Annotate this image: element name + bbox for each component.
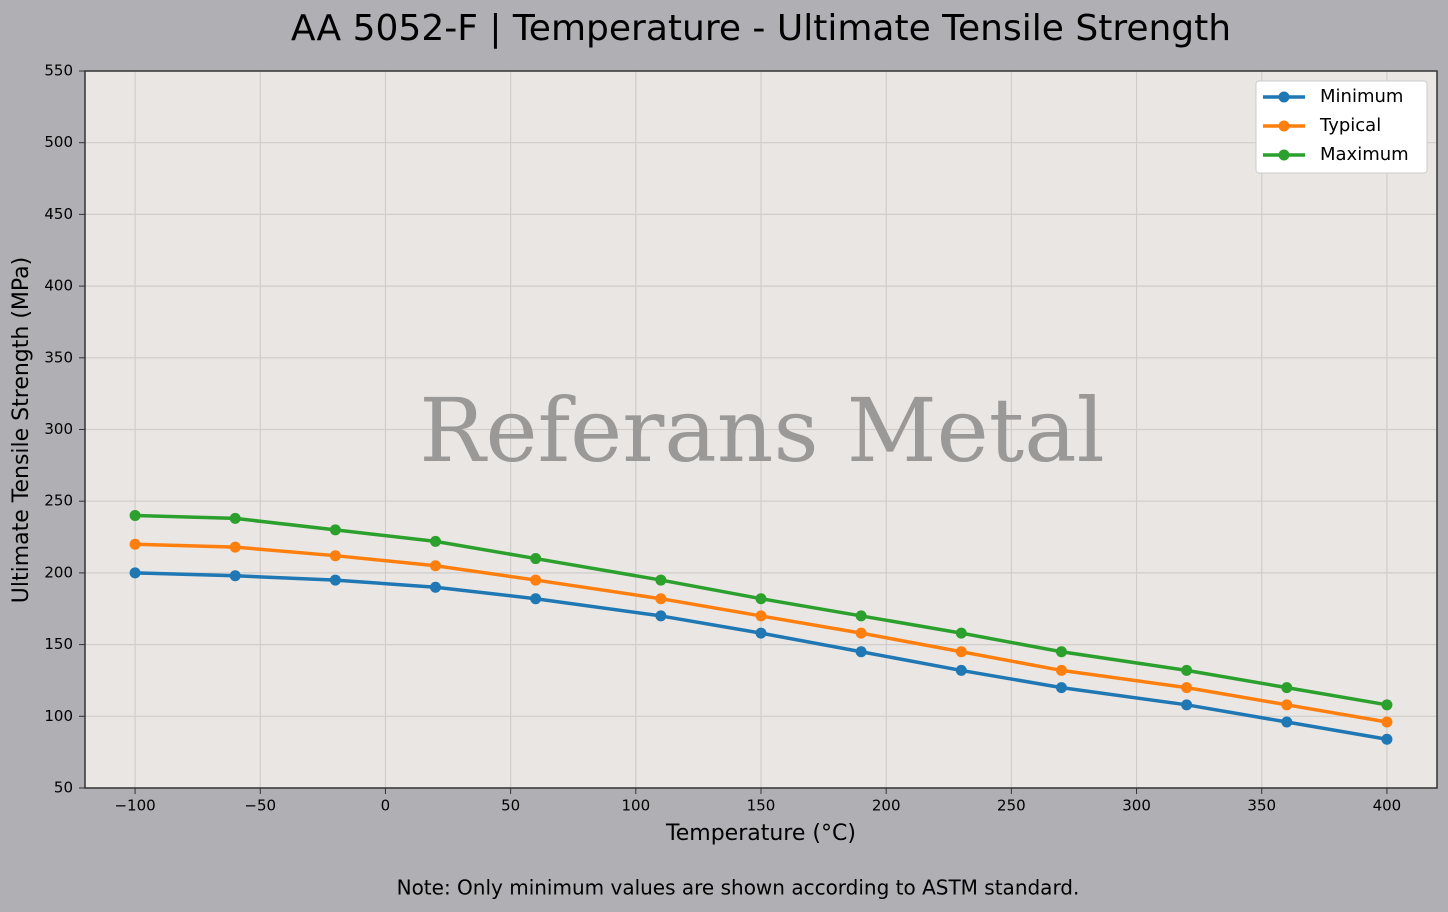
- legend-marker: [1278, 120, 1290, 132]
- y-tick-label: 150: [44, 635, 73, 653]
- data-point: [755, 593, 767, 605]
- data-point: [1281, 716, 1293, 728]
- data-point: [755, 627, 767, 639]
- data-point: [129, 538, 141, 550]
- y-tick-label: 200: [44, 563, 73, 581]
- y-tick-label: 350: [44, 348, 73, 366]
- y-tick-label: 500: [44, 133, 73, 151]
- y-tick-label: 250: [44, 492, 73, 510]
- data-point: [430, 581, 442, 593]
- data-point: [1281, 682, 1293, 694]
- data-point: [1055, 682, 1067, 694]
- data-point: [329, 550, 341, 562]
- data-point: [1381, 733, 1393, 745]
- data-point: [530, 574, 542, 586]
- data-point: [229, 512, 241, 524]
- data-point: [229, 570, 241, 582]
- data-point: [530, 553, 542, 565]
- data-point: [1181, 699, 1193, 711]
- data-point: [129, 510, 141, 522]
- x-tick-label: 300: [1122, 797, 1151, 815]
- x-tick-label: 250: [997, 797, 1026, 815]
- y-tick-label: 100: [44, 707, 73, 725]
- data-point: [855, 610, 867, 622]
- data-point: [655, 610, 667, 622]
- data-point: [1381, 716, 1393, 728]
- data-point: [430, 535, 442, 547]
- x-tick-label: 0: [381, 797, 391, 815]
- data-point: [955, 664, 967, 676]
- data-point: [329, 524, 341, 536]
- chart-title: AA 5052-F | Temperature - Ultimate Tensi…: [291, 8, 1231, 49]
- x-axis-label: Temperature (°C): [665, 821, 856, 846]
- data-point: [955, 646, 967, 658]
- y-tick-label: 300: [44, 420, 73, 438]
- legend-label: Maximum: [1320, 144, 1409, 165]
- data-point: [955, 627, 967, 639]
- data-point: [655, 574, 667, 586]
- data-point: [129, 567, 141, 579]
- data-point: [655, 593, 667, 605]
- legend-box: [1255, 80, 1428, 174]
- y-tick-label: 550: [44, 62, 73, 80]
- data-point: [229, 541, 241, 553]
- x-tick-label: 100: [621, 797, 650, 815]
- data-point: [855, 646, 867, 658]
- y-tick-label: 450: [44, 205, 73, 223]
- data-point: [1055, 664, 1067, 676]
- x-tick-label: −50: [244, 797, 276, 815]
- data-point: [1181, 664, 1193, 676]
- data-point: [1181, 682, 1193, 694]
- y-axis-label: Ultimate Tensile Strength (MPa): [9, 257, 34, 603]
- y-tick-label: 50: [54, 779, 73, 797]
- data-point: [1055, 646, 1067, 658]
- footnote: Note: Only minimum values are shown acco…: [397, 876, 1080, 900]
- x-tick-label: −100: [114, 797, 155, 815]
- data-point: [755, 610, 767, 622]
- legend-marker: [1278, 149, 1290, 161]
- x-tick-label: 150: [747, 797, 776, 815]
- legend-label: Minimum: [1320, 86, 1403, 107]
- data-point: [855, 627, 867, 639]
- legend-label: Typical: [1319, 115, 1381, 136]
- data-point: [329, 574, 341, 586]
- watermark: Referans Metal: [419, 379, 1104, 482]
- y-tick-label: 400: [44, 277, 73, 295]
- x-tick-label: 350: [1247, 797, 1276, 815]
- legend-marker: [1278, 91, 1290, 103]
- data-point: [530, 593, 542, 605]
- x-tick-label: 400: [1373, 797, 1402, 815]
- data-point: [1381, 699, 1393, 711]
- data-point: [430, 560, 442, 572]
- x-tick-label: 50: [501, 797, 520, 815]
- x-tick-label: 200: [872, 797, 901, 815]
- data-point: [1281, 699, 1293, 711]
